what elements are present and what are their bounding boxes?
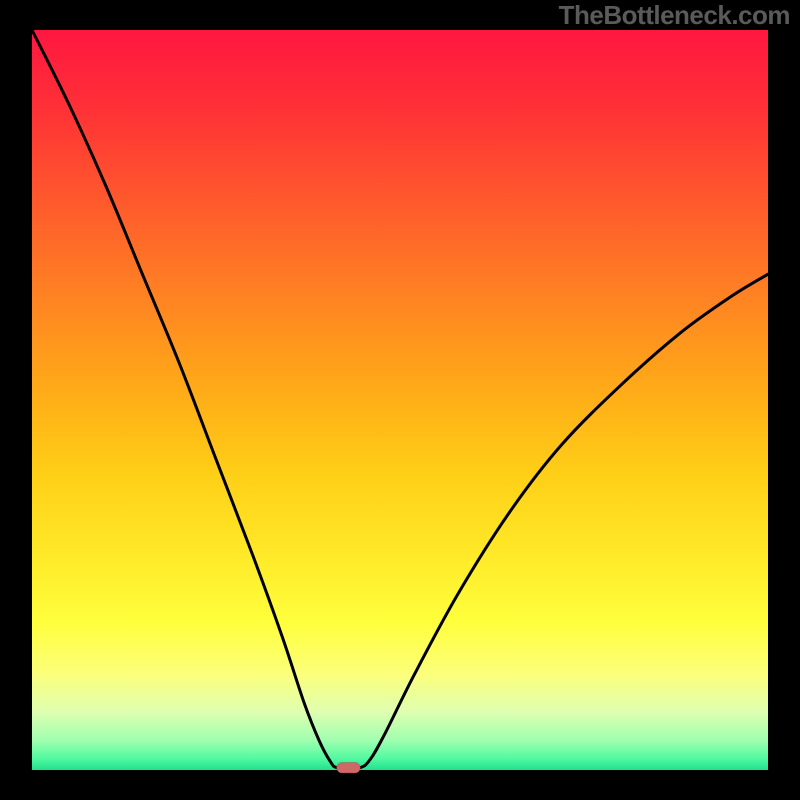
chart-container: TheBottleneck.com: [0, 0, 800, 800]
chart-frame: [0, 0, 800, 800]
plot-background: [32, 30, 768, 770]
watermark-text: TheBottleneck.com: [559, 0, 790, 31]
chart-svg: [0, 0, 800, 800]
optimal-marker: [337, 763, 361, 773]
